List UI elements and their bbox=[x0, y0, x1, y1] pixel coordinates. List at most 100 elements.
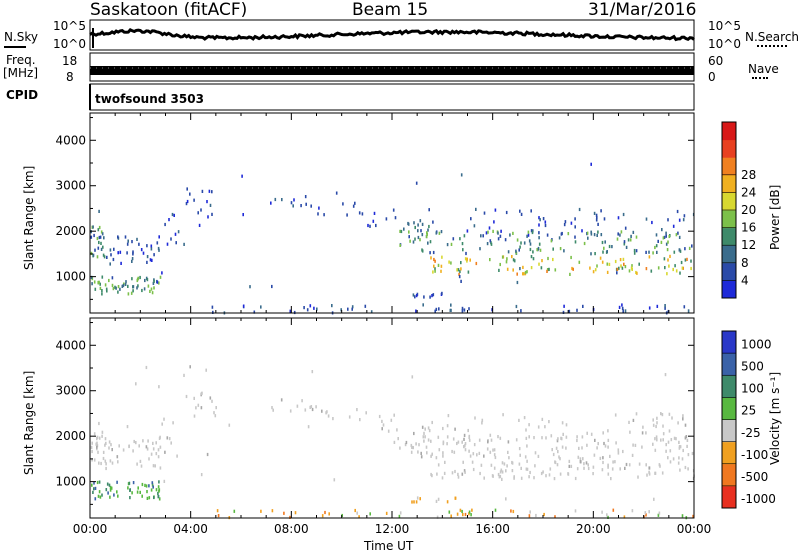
nsearch-label: N.Search bbox=[745, 30, 800, 44]
velocity-colorbar-tick-label-6: -500 bbox=[741, 470, 768, 484]
power-blob-eve-core bbox=[430, 254, 692, 276]
velocity-blob-early-upper bbox=[90, 430, 107, 466]
power-blob-early-mid bbox=[106, 235, 160, 266]
velocity-colorbar-tick-label-2: 100 bbox=[741, 382, 764, 396]
velocity-colorbar-tick-label-0: 1000 bbox=[741, 337, 772, 351]
velocity-blob-eve-core bbox=[430, 459, 695, 481]
power-colorbar-tick-label-6: 28 bbox=[741, 168, 756, 182]
nave-tick-top: 60 bbox=[708, 54, 724, 68]
power-blob-front-a bbox=[367, 208, 397, 228]
velocity-blob-arc-a bbox=[158, 417, 178, 458]
freq-label: Freq. bbox=[6, 53, 36, 67]
power-blob-early-upper bbox=[90, 225, 106, 259]
power-colorbar-tick-label-4: 20 bbox=[741, 203, 756, 217]
power-colorbar-cell-6 bbox=[722, 174, 736, 193]
velocity-ytick-label-1: 2000 bbox=[55, 429, 86, 443]
velocity-blob-mid-a bbox=[272, 399, 317, 413]
velocity-colorbar-cell-4 bbox=[722, 397, 736, 420]
xtick-label-2: 08:00 bbox=[274, 522, 309, 536]
xtick-label-3: 12:00 bbox=[375, 522, 410, 536]
velocity-blob-mid-b bbox=[321, 408, 367, 422]
power-blob-arc-a bbox=[157, 212, 185, 251]
power-colorbar-tick-label-1: 8 bbox=[741, 256, 749, 270]
freq-tick-bottom: 8 bbox=[66, 70, 74, 84]
station-title: Saskatoon (fitACF) bbox=[90, 0, 248, 20]
velocity-blob-early-lower bbox=[91, 480, 161, 501]
xtick-label-0: 00:00 bbox=[73, 522, 108, 536]
velocity-colorbar-tick-label-3: 25 bbox=[741, 404, 756, 418]
cpid-value: twofsound 3503 bbox=[95, 92, 204, 106]
nsky-label: N.Sky bbox=[4, 30, 39, 44]
velocity-colorbar-cell-6 bbox=[722, 353, 736, 376]
beam-title: Beam 15 bbox=[352, 0, 429, 20]
velocity-colorbar-tick-label-4: -25 bbox=[741, 426, 761, 440]
xtick-label-5: 20:00 bbox=[576, 522, 611, 536]
cpid-label: CPID bbox=[6, 88, 39, 102]
counts-tick-top-right: 10^5 bbox=[708, 19, 741, 33]
power-ytick-label-2: 3000 bbox=[55, 179, 86, 193]
velocity-colorbar-cell-3 bbox=[722, 419, 736, 443]
velocity-blob-thin-strip bbox=[411, 496, 457, 504]
velocity-colorbar-tick-label-1: 500 bbox=[741, 359, 764, 373]
power-blob-early-lower bbox=[90, 275, 162, 296]
power-colorbar-cell-9 bbox=[722, 122, 736, 141]
counts-tick-bottom-right: 10^0 bbox=[708, 37, 741, 51]
power-colorbar-cell-4 bbox=[722, 210, 736, 229]
power-colorbar-cell-2 bbox=[722, 245, 736, 264]
velocity-colorbar-tick-label-5: -100 bbox=[741, 448, 768, 462]
velocity-blob-arc-b bbox=[185, 391, 217, 418]
velocity-colorbar-cell-5 bbox=[722, 375, 736, 398]
xtick-label-1: 04:00 bbox=[173, 522, 208, 536]
velocity-ytick-label-0: 1000 bbox=[55, 475, 86, 489]
power-ytick-label-1: 2000 bbox=[55, 224, 86, 238]
power-ytick-label-0: 1000 bbox=[55, 270, 86, 284]
counts-strip-frame bbox=[89, 19, 695, 51]
date-title: 31/Mar/2016 bbox=[588, 0, 697, 20]
nave-dots bbox=[752, 77, 768, 79]
power-blob-eve-mid bbox=[417, 229, 693, 256]
power-colorbar-tick-label-5: 24 bbox=[741, 185, 756, 199]
nsky-trace bbox=[89, 27, 695, 42]
velocity-blob-front-b bbox=[397, 426, 431, 455]
freq-nave-band bbox=[90, 66, 694, 75]
power-blob-mid-b bbox=[317, 201, 364, 217]
power-blob-sparse bbox=[98, 162, 618, 289]
velocity-colorbar-cell-0 bbox=[722, 485, 736, 509]
power-blob-mid-a bbox=[270, 197, 312, 208]
velocity-colorbar-cell-2 bbox=[722, 441, 736, 465]
freq-tick-top: 18 bbox=[62, 54, 78, 68]
power-frame bbox=[89, 112, 695, 314]
velocity-frame bbox=[89, 317, 695, 519]
freq-unit: [MHz] bbox=[3, 66, 39, 80]
power-colorbar-cell-3 bbox=[722, 227, 736, 246]
power-blob-arc-b bbox=[185, 187, 213, 219]
nsky-line bbox=[4, 46, 26, 48]
nave-label: Nave bbox=[748, 62, 779, 76]
velocity-blob-front-a bbox=[378, 413, 398, 433]
power-colorbar-tick-label-3: 16 bbox=[741, 221, 756, 235]
power-ytick-label-3: 4000 bbox=[55, 133, 86, 147]
velocity-ytick-label-2: 3000 bbox=[55, 384, 86, 398]
velocity-blob-eve-upper bbox=[421, 412, 689, 443]
xaxis-label: Time UT bbox=[364, 539, 414, 553]
power-colorbar-cell-0 bbox=[722, 280, 736, 299]
velocity-blob-sparse bbox=[98, 365, 667, 501]
velocity-blob-early-mid bbox=[105, 439, 162, 471]
velocity-colorbar-cell-7 bbox=[722, 331, 736, 354]
power-blob-eve-upper bbox=[419, 207, 695, 238]
power-colorbar-tick-label-2: 12 bbox=[741, 238, 756, 252]
xtick-label-6: 00:00 bbox=[677, 522, 712, 536]
power-colorbar-cell-7 bbox=[722, 157, 736, 176]
nave-tick-bottom: 0 bbox=[708, 70, 716, 84]
cpid-strip-frame bbox=[89, 83, 695, 111]
counts-tick-bottom-left: 10^0 bbox=[53, 37, 86, 51]
power-blob-front-b bbox=[399, 221, 430, 247]
counts-tick-top-left: 10^5 bbox=[53, 19, 86, 33]
velocity-blob-eve-mid bbox=[418, 434, 694, 461]
power-colorbar-cell-5 bbox=[722, 192, 736, 211]
power-colorbar-cell-8 bbox=[722, 139, 736, 158]
nsearch-dots bbox=[757, 45, 787, 47]
power-colorbar-cell-1 bbox=[722, 262, 736, 281]
velocity-colorbar-tick-label-7: -1000 bbox=[741, 492, 776, 506]
